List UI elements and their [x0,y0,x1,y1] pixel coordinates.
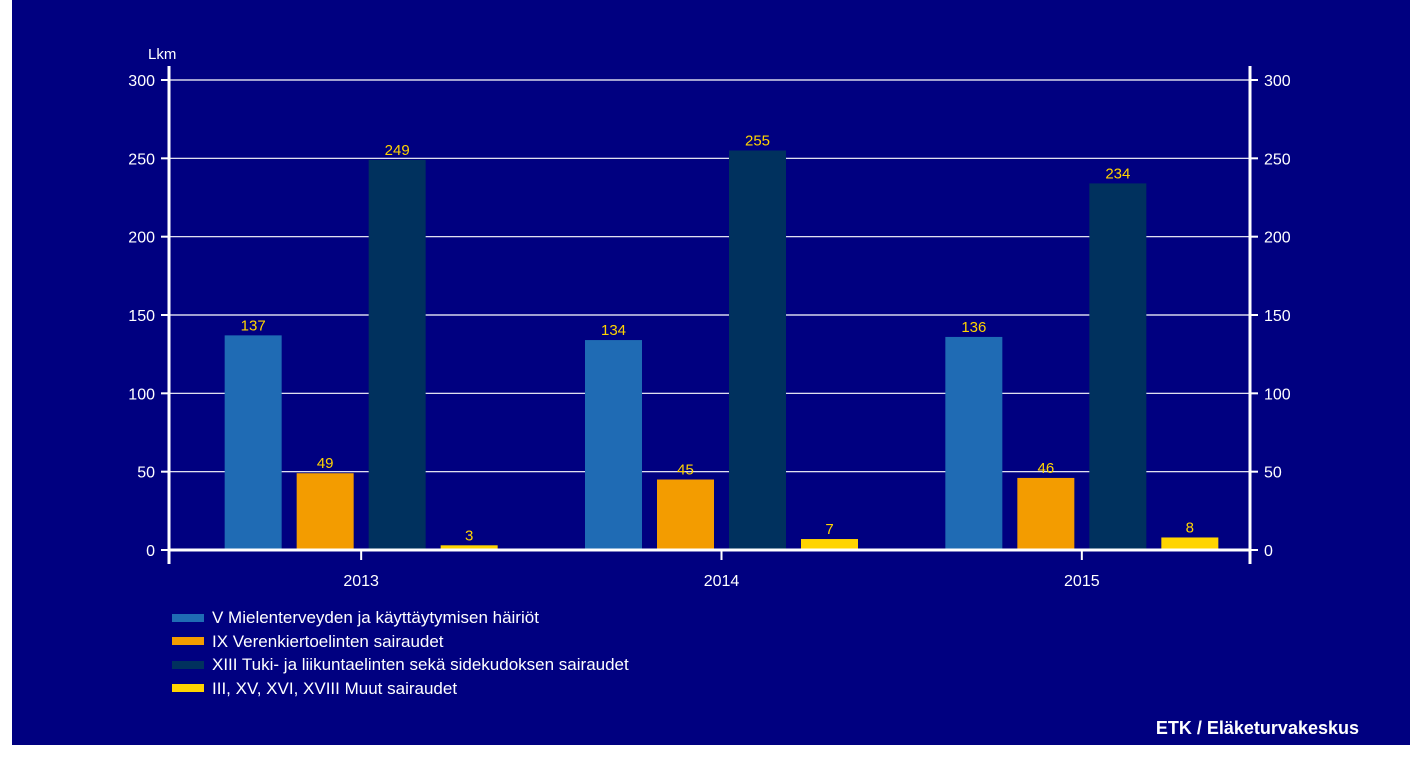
x-tick-label: 2015 [1064,573,1100,590]
legend-swatch [172,613,204,622]
y-tick-label-right: 50 [1264,465,1282,482]
bar [440,545,498,550]
chart-panel: 0 0 50 50 100 100 150 150 200 200 250 250 300 300 Lkm 2… [12,0,1410,745]
legend-item: III, XV, XVI, XVIII Muut sairaudet [172,677,629,701]
legend-swatch [172,660,204,669]
data-label: 8 [1186,519,1194,536]
bar [945,336,1003,550]
bar [801,539,858,550]
y-tick-label-right: 200 [1264,230,1291,247]
bar [585,340,642,550]
legend-item: IX Verenkiertoelinten sairaudet [172,630,629,654]
legend-item: XIII Tuki- ja liikuntaelinten sekä sidek… [172,653,629,677]
bar [224,335,282,550]
y-tick-label-left: 0 [146,543,155,560]
y-tick-label-left: 250 [128,151,155,168]
bar [368,159,426,550]
legend-swatch [172,684,204,693]
legend-label: XIII Tuki- ja liikuntaelinten sekä sidek… [212,655,629,674]
y-axis-label: Lkm [148,46,176,63]
bar [729,150,786,550]
bar [296,473,354,550]
bar [1089,183,1147,550]
y-tick-label-right: 0 [1264,543,1273,560]
data-label: 136 [961,319,986,336]
legend-label: III, XV, XVI, XVIII Muut sairaudet [212,678,458,698]
gridlines [169,79,1250,473]
legend: V Mielenterveyden ja käyttäytymisen häir… [172,606,629,700]
legend-item: V Mielenterveyden ja käyttäytymisen häir… [172,606,629,630]
bars [224,150,1219,550]
bar [657,479,714,550]
y-tick-label-left: 150 [128,308,155,325]
data-label: 134 [601,322,626,339]
labels: 0 0 50 50 100 100 150 150 200 200 250 250 300 300 Lkm 2… [128,46,1291,590]
y-tick-label-right: 100 [1264,386,1291,403]
data-label: 137 [241,317,266,334]
data-label: 255 [745,133,770,150]
y-tick-label-left: 200 [128,230,155,247]
y-tick-label-left: 300 [128,73,155,90]
chart-svg: 0 0 50 50 100 100 150 150 200 200 250 250 300 300 Lkm 2… [128,46,1291,590]
legend-label: IX Verenkiertoelinten sairaudet [212,631,444,651]
data-label: 46 [1037,460,1054,477]
y-tick-label-right: 300 [1264,73,1291,90]
data-label: 45 [677,462,694,479]
y-tick-label-right: 250 [1264,151,1291,168]
axes [161,66,1258,564]
data-label: 3 [465,527,473,544]
x-tick-label: 2013 [343,573,379,590]
x-tick-label: 2014 [704,573,740,590]
source-credit: ETK / Eläketurvakeskus [1155,718,1359,738]
data-label: 7 [825,521,833,538]
legend-label: V Mielenterveyden ja käyttäytymisen häir… [212,608,539,627]
y-tick-label-right: 150 [1264,308,1291,325]
data-label: 49 [317,455,334,472]
y-tick-label-left: 50 [137,465,155,482]
data-label: 249 [385,142,410,159]
y-tick-label-left: 100 [128,386,155,403]
bar [1017,477,1075,550]
bar [1161,537,1219,550]
data-label: 234 [1105,165,1130,182]
legend-swatch [172,637,204,646]
